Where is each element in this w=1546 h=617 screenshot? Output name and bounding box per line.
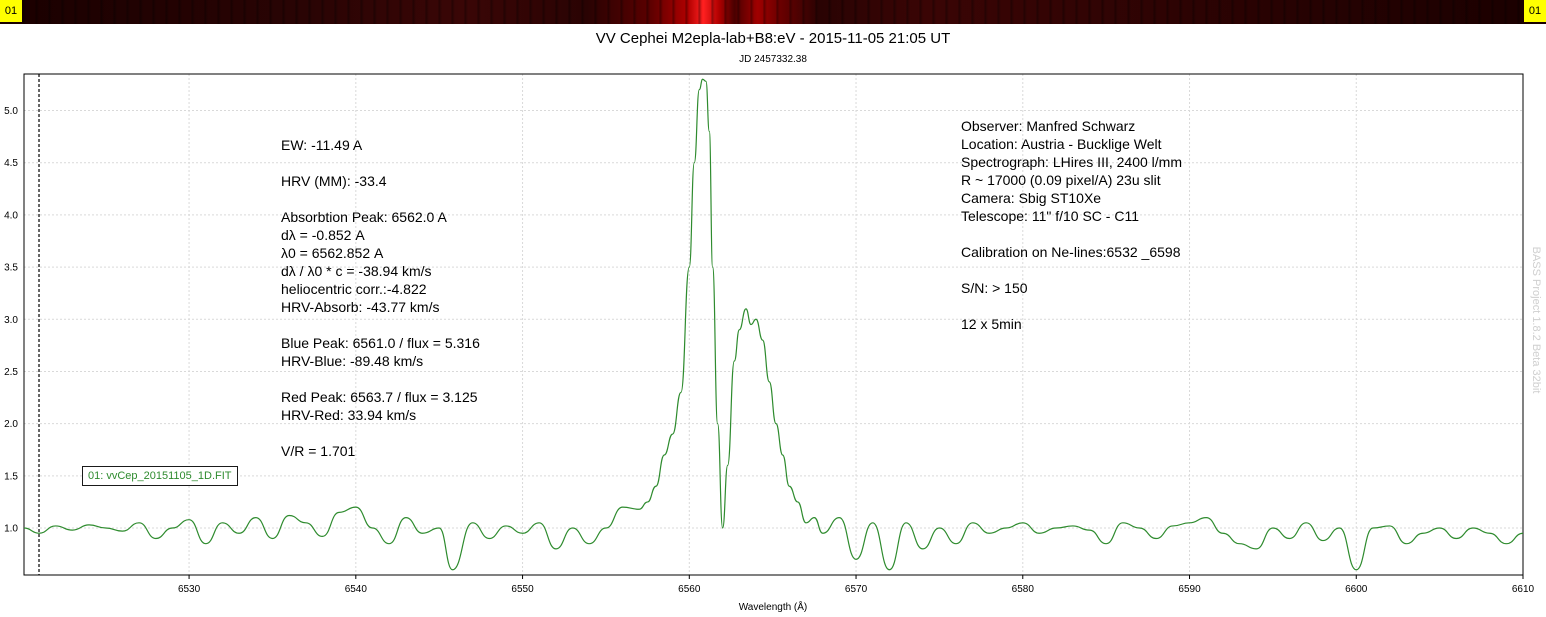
observation-line-9: S/N: > 150 xyxy=(961,280,1028,296)
y-tick-label-7: 4.5 xyxy=(4,158,18,169)
analysis-line-5: dλ = -0.852 A xyxy=(281,227,365,243)
observation-line-1: Location: Austria - Bucklige Welt xyxy=(961,136,1162,152)
x-tick-label-0: 6530 xyxy=(178,584,201,595)
observation-line-6 xyxy=(961,225,1182,243)
y-tick-label-2: 2.0 xyxy=(4,419,18,430)
chart-title: VV Cephei M2epla-lab+B8:eV - 2015-11-05 … xyxy=(595,30,951,47)
y-tick-label-5: 3.5 xyxy=(4,263,18,274)
software-watermark: BASS Project 1.8.2 Beta 32bit xyxy=(1530,246,1542,394)
x-tick-label-1: 6540 xyxy=(345,584,368,595)
grid-layer xyxy=(24,74,1523,575)
y-tick-label-6: 4.0 xyxy=(4,210,18,221)
observation-line-0: Observer: Manfred Schwarz xyxy=(961,118,1136,134)
observation-line-10 xyxy=(961,297,1182,315)
analysis-line-10 xyxy=(281,316,480,334)
analysis-line-8: heliocentric corr.:-4.822 xyxy=(281,281,427,297)
strip-tag-left: 01 xyxy=(0,0,22,22)
observation-line-8 xyxy=(961,261,1182,279)
observation-line-2: Spectrograph: LHires III, 2400 l/mm xyxy=(961,154,1182,170)
spectrum-strip-lines xyxy=(0,0,1546,24)
analysis-line-1 xyxy=(281,154,480,172)
analysis-line-16 xyxy=(281,424,480,442)
analysis-line-6: λ0 = 6562.852 A xyxy=(281,245,384,261)
legend-entry: 01: vvCep_20151105_1D.FIT xyxy=(82,466,238,486)
observation-line-3: R ~ 17000 (0.09 pixel/A) 23u slit xyxy=(961,172,1161,188)
observation-annotations: Observer: Manfred Schwarz Location: Austr… xyxy=(961,117,1182,333)
y-tick-label-4: 3.0 xyxy=(4,315,18,326)
plot-frame xyxy=(23,73,1524,576)
analysis-line-12: HRV-Blue: -89.48 km/s xyxy=(281,353,424,369)
analysis-line-15: HRV-Red: 33.94 km/s xyxy=(281,407,417,423)
strip-tag-right: 01 xyxy=(1524,0,1546,22)
analysis-line-13 xyxy=(281,370,480,388)
x-tick-label-5: 6580 xyxy=(1012,584,1035,595)
analysis-line-17: V/R = 1.701 xyxy=(281,443,356,459)
series-layer xyxy=(23,78,1524,571)
y-tick-labels: 1.0 1.5 2.0 2.5 3.0 3.5 4.0 4.5 5.0 xyxy=(4,106,18,535)
x-tick-label-7: 6600 xyxy=(1345,584,1368,595)
analysis-line-9: HRV-Absorb: -43.77 km/s xyxy=(281,299,440,315)
analysis-line-7: dλ / λ0 * c = -38.94 km/s xyxy=(281,263,432,279)
x-tick-label-3: 6560 xyxy=(678,584,701,595)
spectrum-strip: 01 01 xyxy=(0,0,1546,24)
analysis-line-3 xyxy=(281,190,480,208)
x-tick-label-6: 6590 xyxy=(1178,584,1201,595)
x-tick-labels: 6530 6540 6550 6560 6570 6580 6590 6600 6610 xyxy=(178,575,1535,595)
x-axis-label: Wavelength (Å) xyxy=(739,600,808,613)
analysis-line-4: Absorbtion Peak: 6562.0 A xyxy=(281,209,447,225)
analysis-line-11: Blue Peak: 6561.0 / flux = 5.316 xyxy=(281,335,480,351)
x-tick-label-2: 6550 xyxy=(511,584,534,595)
analysis-annotations: EW: -11.49 A HRV (MM): -33.4 Absorbtion … xyxy=(281,136,480,460)
x-tick-label-8: 6610 xyxy=(1512,584,1535,595)
analysis-line-14: Red Peak: 6563.7 / flux = 3.125 xyxy=(281,389,478,405)
x-tick-label-4: 6570 xyxy=(845,584,868,595)
analysis-line-2: HRV (MM): -33.4 xyxy=(281,173,387,189)
y-tick-label-0: 1.0 xyxy=(4,524,18,535)
observation-line-5: Telescope: 11" f/10 SC - C11 xyxy=(961,208,1139,224)
y-tick-label-8: 5.0 xyxy=(4,106,18,117)
y-tick-label-1: 1.5 xyxy=(4,471,18,482)
y-tick-label-3: 2.5 xyxy=(4,367,18,378)
chart-subtitle: JD 2457332.38 xyxy=(739,54,807,65)
observation-line-4: Camera: Sbig ST10Xe xyxy=(961,190,1102,206)
observation-line-7: Calibration on Ne-lines:6532 _6598 xyxy=(961,244,1181,260)
analysis-line-0: EW: -11.49 A xyxy=(281,137,363,153)
observation-line-11: 12 x 5min xyxy=(961,316,1022,332)
series-line-0 xyxy=(23,78,1524,571)
